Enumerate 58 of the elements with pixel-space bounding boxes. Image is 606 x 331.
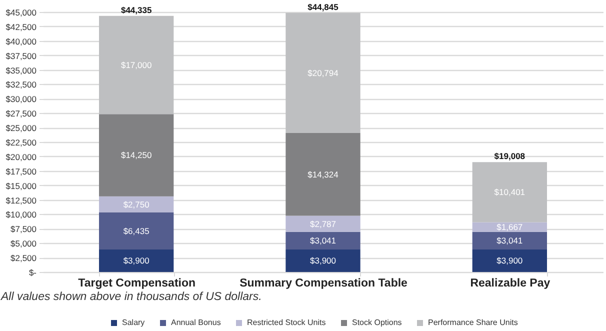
data-label: $6,435 (123, 226, 150, 236)
y-tick-label: $2,500 (10, 253, 37, 264)
legend-label: Performance Share Units (428, 318, 518, 327)
y-tick-label: $30,000 (6, 94, 37, 104)
bar (472, 232, 547, 250)
legend-label: Stock Options (352, 318, 402, 327)
data-label: $1,667 (496, 222, 523, 232)
y-tick-label: $27,500 (6, 108, 37, 119)
y-tick-label: $20,000 (6, 152, 37, 162)
total-label: $44,845 (308, 2, 339, 12)
x-tick-label: Summary Compensation Table (240, 278, 408, 290)
legend-label: Restricted Stock Units (247, 318, 326, 327)
data-label: $2,787 (310, 218, 336, 229)
y-tick-label: $25,000 (6, 123, 37, 134)
data-label: $3,041 (496, 236, 523, 246)
y-tick-label: $42,500 (6, 22, 37, 32)
bar (472, 249, 547, 272)
total-label: $44,335 (120, 4, 152, 15)
data-label: $3,900 (123, 256, 150, 266)
x-tick-label: Realizable Pay (470, 278, 551, 290)
data-label: $14,250 (120, 150, 152, 160)
y-tick-label: $32,500 (6, 80, 37, 90)
bar (472, 162, 547, 222)
x-tick-label: Target Compensation (78, 278, 196, 290)
bar (286, 249, 360, 272)
data-label: $2,750 (123, 199, 150, 210)
bar (286, 12, 360, 134)
text: All values shown above in thousands of US dollars. (0, 291, 262, 303)
total-label: $19,008 (494, 151, 526, 162)
y-tick-label: $40,000 (6, 36, 37, 46)
y-tick-label: $17,500 (6, 166, 37, 176)
y-tick-label: $7,500 (10, 224, 37, 234)
y-tick-label: $12,500 (6, 195, 37, 206)
bar (99, 249, 174, 272)
data-label: $20,794 (308, 68, 339, 78)
data-label: $17,000 (120, 60, 152, 70)
bar (99, 16, 174, 114)
bar (286, 232, 360, 250)
bar (99, 212, 174, 250)
y-tick-label: $10,000 (6, 210, 37, 220)
bar (99, 114, 174, 196)
data-label: $3,041 (310, 236, 336, 246)
bar (286, 133, 360, 216)
data-label: $3,900 (496, 256, 523, 266)
y-tick-label: $22,500 (6, 138, 37, 148)
legend-label: Annual Bonus (171, 318, 221, 327)
data-label: $10,401 (494, 187, 526, 198)
y-tick-label: $15,000 (6, 180, 37, 191)
y-tick-label: $37,500 (6, 50, 37, 61)
bar (99, 196, 174, 212)
y-tick-label: $- (28, 268, 37, 278)
bar (286, 216, 360, 232)
y-tick-label: $45,000 (6, 8, 37, 18)
legend-label: Salary (122, 318, 145, 327)
y-tick-label: $5,000 (10, 238, 37, 249)
data-label: $3,900 (310, 256, 336, 266)
y-tick-label: $35,000 (6, 65, 37, 76)
data-label: $14,324 (308, 169, 339, 180)
